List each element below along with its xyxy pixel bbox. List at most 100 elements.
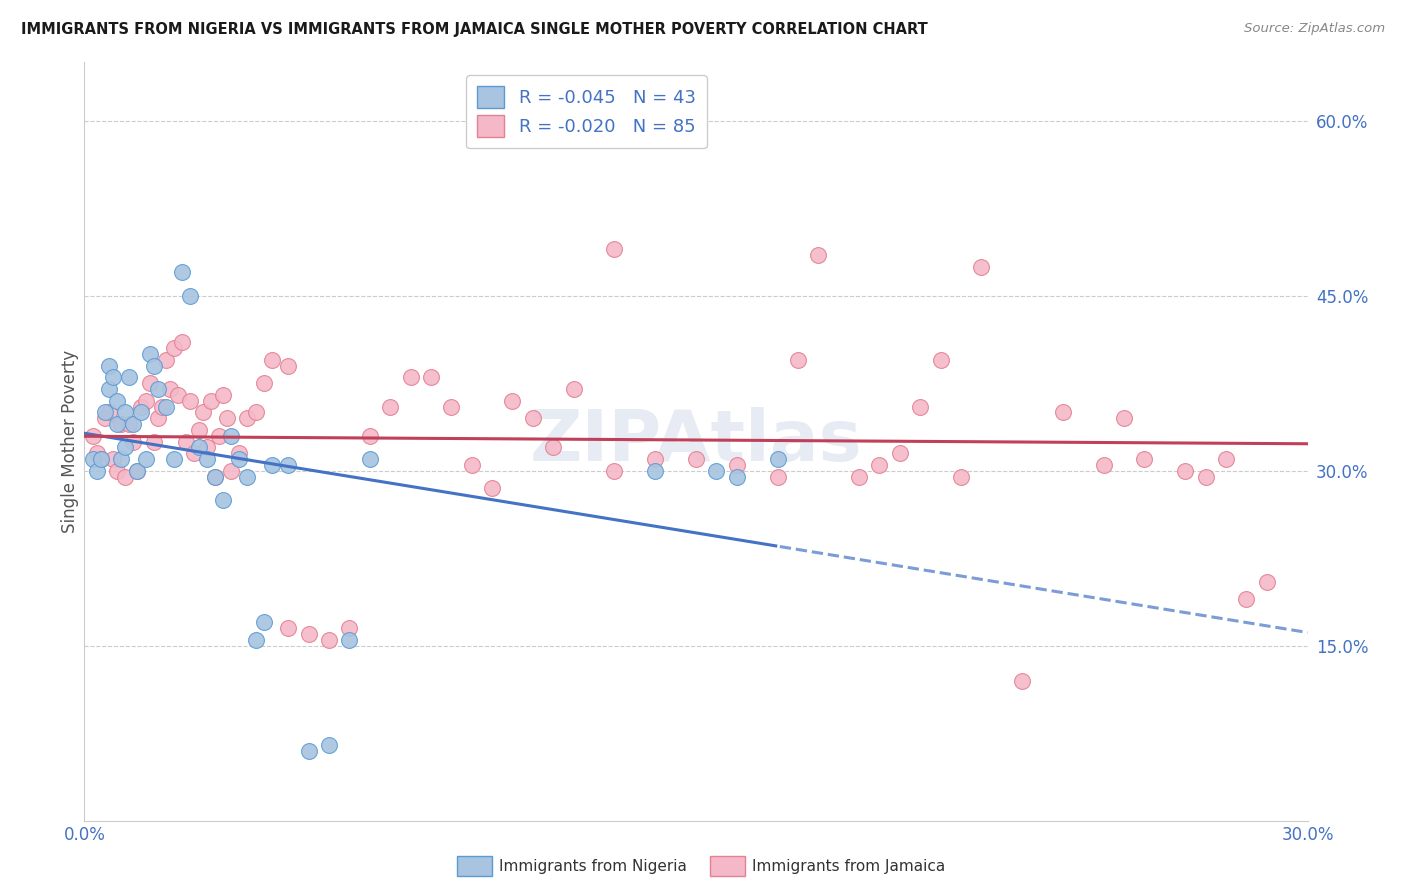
Point <box>1092 458 1115 472</box>
Point <box>212 492 235 507</box>
Point <box>245 632 267 647</box>
Point <box>253 376 276 391</box>
Point <box>146 411 169 425</box>
Point <box>277 359 299 373</box>
Point <box>217 411 239 425</box>
Point <box>135 452 157 467</box>
Point <box>86 446 108 460</box>
Point <box>339 632 361 647</box>
Point <box>277 621 299 635</box>
Point <box>929 352 952 367</box>
Point <box>339 621 361 635</box>
Point <box>380 400 402 414</box>
Point <box>1133 452 1156 467</box>
Text: Immigrants from Jamaica: Immigrants from Jamaica <box>752 859 945 873</box>
Point <box>260 352 283 367</box>
Legend: R = -0.045   N = 43, R = -0.020   N = 85: R = -0.045 N = 43, R = -0.020 N = 85 <box>467 75 707 148</box>
Point <box>105 464 128 478</box>
Point <box>253 615 276 630</box>
Text: Immigrants from Nigeria: Immigrants from Nigeria <box>499 859 688 873</box>
Point <box>127 464 149 478</box>
Point <box>179 289 201 303</box>
Point <box>950 469 973 483</box>
Point <box>93 405 115 419</box>
Point <box>399 370 422 384</box>
Point <box>118 417 141 431</box>
Point <box>191 405 214 419</box>
Point <box>359 428 381 442</box>
Point <box>219 464 242 478</box>
Point <box>219 428 242 442</box>
Point <box>522 411 544 425</box>
Point <box>110 417 132 431</box>
Point <box>359 452 381 467</box>
Point <box>172 335 194 350</box>
Point <box>97 405 120 419</box>
Point <box>105 393 128 408</box>
Point <box>159 382 181 396</box>
Point <box>114 405 136 419</box>
Point <box>167 388 190 402</box>
Point <box>118 370 141 384</box>
Point <box>481 481 503 495</box>
Point <box>260 458 283 472</box>
Point <box>1256 574 1278 589</box>
Point <box>90 452 112 467</box>
Point <box>245 405 267 419</box>
Point <box>208 428 231 442</box>
Point <box>163 452 186 467</box>
Point <box>228 446 250 460</box>
Point <box>1215 452 1237 467</box>
Point <box>848 469 870 483</box>
Point <box>725 469 748 483</box>
Point <box>146 382 169 396</box>
Point <box>138 347 160 361</box>
Point <box>910 400 932 414</box>
Point <box>122 434 145 449</box>
Point <box>277 458 299 472</box>
Point <box>86 464 108 478</box>
Point <box>1011 673 1033 688</box>
Point <box>97 382 120 396</box>
Point <box>97 359 120 373</box>
Point <box>200 393 222 408</box>
Point <box>138 376 160 391</box>
Point <box>787 352 810 367</box>
Point <box>155 400 177 414</box>
Point <box>807 248 830 262</box>
Point <box>766 452 789 467</box>
Point <box>1114 411 1136 425</box>
Point <box>135 393 157 408</box>
Point <box>187 441 209 455</box>
Point <box>644 464 666 478</box>
Point <box>706 464 728 478</box>
Point <box>131 400 153 414</box>
Point <box>110 452 132 467</box>
Text: IMMIGRANTS FROM NIGERIA VS IMMIGRANTS FROM JAMAICA SINGLE MOTHER POVERTY CORRELA: IMMIGRANTS FROM NIGERIA VS IMMIGRANTS FR… <box>21 22 928 37</box>
Point <box>172 265 194 279</box>
Point <box>1195 469 1218 483</box>
Point <box>318 738 340 752</box>
Point <box>1052 405 1074 419</box>
Point <box>644 452 666 467</box>
Point <box>174 434 197 449</box>
Point <box>127 464 149 478</box>
Point <box>1236 592 1258 607</box>
Point <box>114 441 136 455</box>
Point <box>236 469 259 483</box>
Point <box>142 434 165 449</box>
Point <box>82 452 104 467</box>
Point <box>970 260 993 274</box>
Text: ZIPAtlas: ZIPAtlas <box>530 407 862 476</box>
Point <box>725 458 748 472</box>
Point <box>195 452 218 467</box>
Point <box>155 352 177 367</box>
Point <box>204 469 226 483</box>
Point <box>150 400 173 414</box>
Point <box>228 452 250 467</box>
Point <box>502 393 524 408</box>
Point <box>420 370 443 384</box>
Point <box>114 469 136 483</box>
Text: Source: ZipAtlas.com: Source: ZipAtlas.com <box>1244 22 1385 36</box>
Point <box>562 382 585 396</box>
